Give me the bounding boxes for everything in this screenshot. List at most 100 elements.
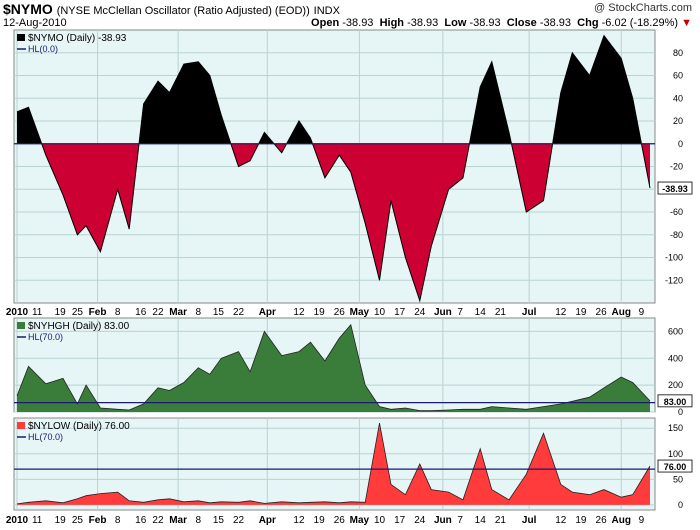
x-tick-label: Feb	[89, 515, 107, 526]
legend-swatch	[17, 422, 25, 429]
current-value-label: -38.93	[662, 184, 688, 194]
x-tick-label: 9	[639, 307, 645, 318]
y-tick-label: 0	[678, 139, 683, 149]
x-tick-label: 2010	[6, 307, 29, 318]
y-tick-label: 0	[678, 500, 683, 510]
x-tick-label: Apr	[259, 307, 276, 318]
symbol-title: $NYMO (NYSE McClellan Oscillator (Ratio …	[3, 1, 340, 17]
legend-hl: HL(70.0)	[28, 332, 63, 342]
open-label: Open	[311, 17, 340, 29]
x-tick-label: 8	[115, 307, 121, 318]
y-tick-label: -80	[670, 230, 683, 240]
ohlc-readout: Open -38.93 High -38.93 Low -38.93 Close…	[311, 17, 692, 29]
x-tick-label: 12	[293, 307, 305, 318]
x-tick-label: Aug	[612, 307, 631, 318]
low-label: Low	[444, 17, 467, 29]
x-tick-label: 7	[457, 515, 463, 526]
legend-title: $NYLOW (Daily) 76.00	[28, 421, 130, 432]
x-tick-label: 12	[555, 307, 567, 318]
y-tick-label: -120	[665, 275, 683, 285]
x-tick-label: 24	[414, 307, 426, 318]
legend-swatch	[17, 322, 25, 329]
y-tick-label: 40	[673, 93, 683, 103]
high-label: High	[379, 17, 405, 29]
x-tick-label: 22	[152, 307, 164, 318]
x-tick-label: 22	[152, 515, 164, 526]
x-tick-label: Mar	[169, 515, 187, 526]
x-tick-label: 26	[334, 515, 346, 526]
x-tick-label: 25	[72, 307, 84, 318]
chg-label: Chg	[577, 17, 599, 29]
quote-date: 12-Aug-2010	[3, 17, 67, 29]
x-tick-label: 11	[32, 307, 43, 318]
x-tick-label: 19	[575, 515, 587, 526]
x-tick-label: 17	[394, 307, 406, 318]
x-tick-label: Apr	[259, 515, 276, 526]
series-line	[16, 423, 651, 505]
x-tick-label: Jun	[434, 307, 452, 318]
x-tick-label: 8	[115, 515, 121, 526]
nymo-negative-area	[17, 143, 650, 301]
current-value-box	[657, 181, 693, 195]
x-tick-label: 26	[596, 307, 608, 318]
symbol-description: (NYSE McClellan Oscillator (Ratio Adjust…	[56, 5, 310, 17]
close-label: Close	[506, 17, 537, 29]
series-area	[17, 423, 650, 505]
x-tick-label: 26	[334, 307, 346, 318]
x-tick-label: 14	[475, 307, 487, 318]
current-value-label: 83.00	[664, 397, 687, 407]
x-tick-label: Aug	[612, 515, 631, 526]
y-tick-label: 100	[668, 449, 683, 459]
x-tick-label: Mar	[169, 307, 187, 318]
y-tick-label: 600	[668, 326, 683, 336]
x-tick-label: 19	[314, 307, 326, 318]
y-tick-label: 200	[668, 380, 683, 390]
x-tick-label: 12	[555, 515, 567, 526]
x-tick-label: 16	[135, 515, 147, 526]
legend-hl: HL(70.0)	[28, 432, 63, 442]
y-tick-label: -60	[670, 207, 683, 217]
x-tick-label: Feb	[89, 307, 107, 318]
x-tick-label: Jun	[434, 515, 452, 526]
open-value: -38.93	[342, 17, 374, 29]
panel-3: 150 100 50 0 76.00 $NYLOW (Daily) 76.00HL(70.…	[13, 417, 693, 511]
y-tick-label: -20	[670, 162, 683, 172]
x-tick-label: 19	[55, 515, 67, 526]
x-tick-label: 12	[293, 515, 305, 526]
y-tick-label: 400	[668, 353, 683, 363]
nymo-series-line	[16, 34, 651, 303]
x-tick-label: 16	[135, 307, 147, 318]
down-arrow-icon: ▼	[681, 17, 692, 29]
y-tick-label: 20	[673, 116, 683, 126]
x-tick-label: 7	[457, 307, 463, 318]
legend-swatch	[17, 34, 25, 41]
x-tick-label: May	[350, 307, 370, 318]
current-value-box	[657, 394, 693, 408]
chg-value: -6.02 (-18.29%)	[601, 17, 679, 29]
x-tick-label: 15	[213, 307, 225, 318]
x-tick-label: 25	[72, 515, 84, 526]
high-value: -38.93	[407, 17, 439, 29]
legend-title: $NYHGH (Daily) 83.00	[28, 321, 130, 332]
x-tick-label: 15	[213, 515, 225, 526]
y-tick-label: 80	[673, 48, 683, 58]
x-tick-label: 14	[475, 515, 487, 526]
x-tick-label: 11	[32, 515, 43, 526]
brand-logo[interactable]: @ StockCharts.com	[594, 2, 692, 14]
x-tick-label: 22	[233, 307, 245, 318]
y-tick-label: 50	[673, 474, 683, 484]
legend-title: $NYMO (Daily) -38.93	[28, 33, 127, 44]
x-tick-label: 19	[575, 307, 587, 318]
x-tick-label: 21	[495, 307, 507, 318]
current-value-label: 76.00	[664, 462, 687, 472]
y-tick-label: 0	[678, 407, 683, 417]
x-tick-label: 10	[374, 307, 386, 318]
x-tick-label: 26	[596, 515, 608, 526]
x-tick-label: 19	[55, 307, 67, 318]
x-tick-label: Jul	[522, 515, 537, 526]
x-tick-label: Jul	[522, 307, 537, 318]
y-tick-label: 60	[673, 71, 683, 81]
series-line	[16, 323, 651, 412]
low-value: -38.93	[469, 17, 501, 29]
